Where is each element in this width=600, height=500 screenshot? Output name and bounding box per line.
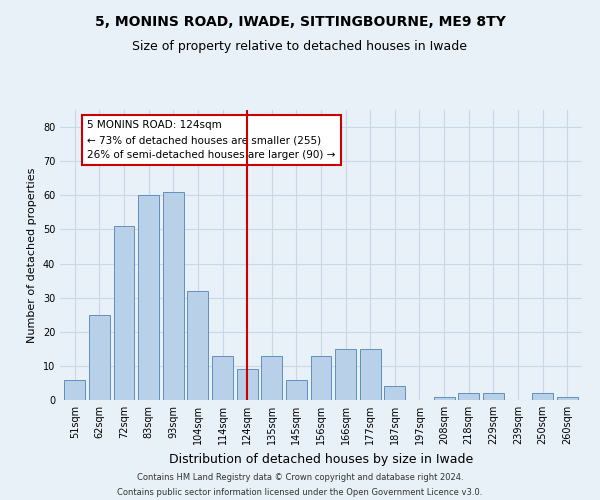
Bar — [360, 349, 381, 400]
Text: Contains public sector information licensed under the Open Government Licence v3: Contains public sector information licen… — [118, 488, 482, 497]
Bar — [212, 356, 233, 400]
Bar — [113, 226, 134, 400]
Bar — [187, 291, 208, 400]
Bar — [236, 370, 257, 400]
Text: 5 MONINS ROAD: 124sqm
← 73% of detached houses are smaller (255)
26% of semi-det: 5 MONINS ROAD: 124sqm ← 73% of detached … — [87, 120, 335, 160]
Bar — [64, 380, 85, 400]
X-axis label: Distribution of detached houses by size in Iwade: Distribution of detached houses by size … — [169, 452, 473, 466]
Bar — [385, 386, 406, 400]
Text: Size of property relative to detached houses in Iwade: Size of property relative to detached ho… — [133, 40, 467, 53]
Bar — [89, 314, 110, 400]
Bar — [532, 393, 553, 400]
Bar — [458, 393, 479, 400]
Bar — [163, 192, 184, 400]
Text: 5, MONINS ROAD, IWADE, SITTINGBOURNE, ME9 8TY: 5, MONINS ROAD, IWADE, SITTINGBOURNE, ME… — [95, 15, 505, 29]
Bar — [557, 396, 578, 400]
Bar — [311, 356, 331, 400]
Bar — [434, 396, 455, 400]
Bar — [335, 349, 356, 400]
Bar — [286, 380, 307, 400]
Text: Contains HM Land Registry data © Crown copyright and database right 2024.: Contains HM Land Registry data © Crown c… — [137, 473, 463, 482]
Bar — [261, 356, 282, 400]
Y-axis label: Number of detached properties: Number of detached properties — [27, 168, 37, 342]
Bar — [138, 196, 159, 400]
Bar — [483, 393, 504, 400]
